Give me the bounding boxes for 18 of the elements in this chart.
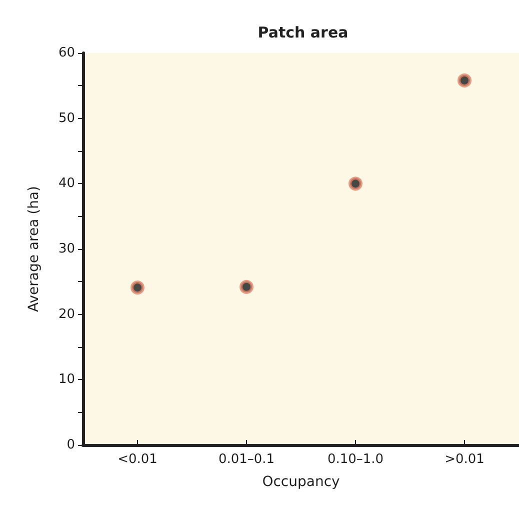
y-tick-label: 20 <box>58 306 75 322</box>
x-tick-label: >0.01 <box>444 452 484 467</box>
y-axis-title: Average area (ha) <box>26 186 42 312</box>
x-tick-label: 0.01–0.1 <box>218 452 275 467</box>
x-axis-title: Occupancy <box>262 474 340 490</box>
y-tick-label: 10 <box>58 372 75 388</box>
x-tick-label: <0.01 <box>118 452 158 467</box>
y-tick-label: 0 <box>66 438 75 452</box>
y-tick-label: 60 <box>58 46 75 60</box>
point <box>458 73 472 88</box>
y-tick-label: 30 <box>58 242 75 256</box>
y-tick-label: 40 <box>58 176 75 192</box>
point <box>130 280 144 295</box>
y-tick-label: 50 <box>58 110 75 126</box>
chart-title: Patch area <box>258 24 348 42</box>
x-tick-label: 0.10–1.0 <box>327 452 384 467</box>
point <box>240 280 254 294</box>
point <box>348 176 362 191</box>
